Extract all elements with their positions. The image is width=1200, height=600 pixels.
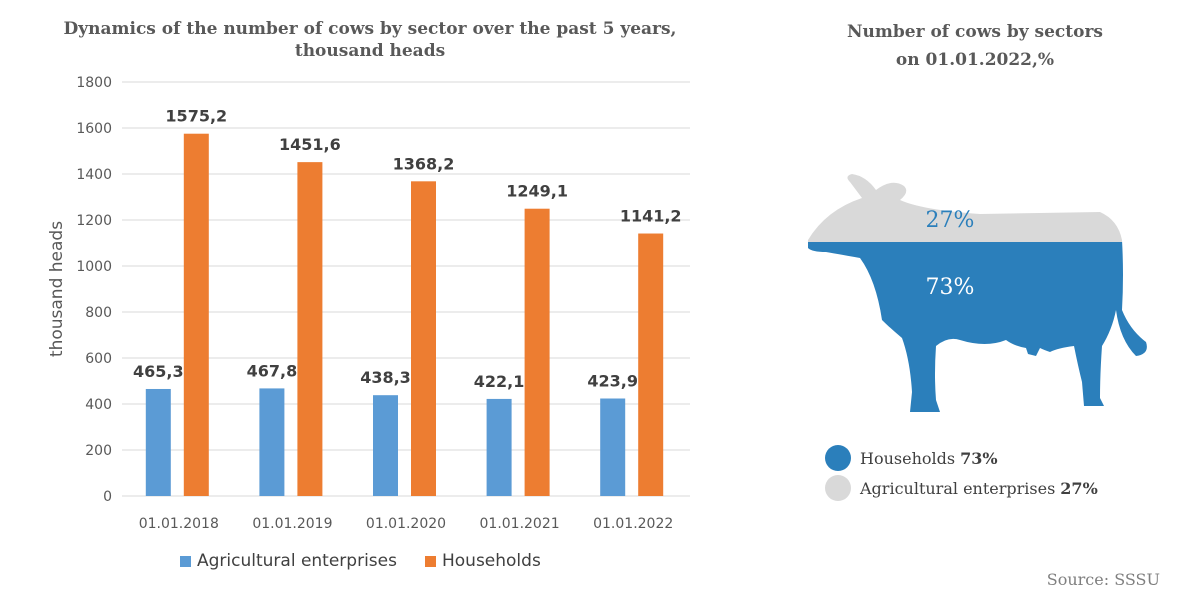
x-tick-label: 01.01.2022 <box>593 516 673 532</box>
legend-swatch-households <box>424 555 436 567</box>
bar-chart-title: Dynamics of the number of cows by sector… <box>40 18 700 62</box>
data-label: 422,1 <box>474 372 525 391</box>
data-label: 423,9 <box>587 372 638 391</box>
cow-legend-item-agricultural: Agricultural enterprises 27% <box>825 473 1098 503</box>
data-label: 465,3 <box>133 362 184 381</box>
source-note: Source: SSSU <box>1046 570 1160 589</box>
data-label: 1451,6 <box>279 135 341 154</box>
cow-legend-item-households: Households 73% <box>825 443 1098 473</box>
data-label: 1368,2 <box>393 154 455 173</box>
y-tick-label: 1400 <box>76 167 112 183</box>
y-tick-label: 0 <box>103 489 112 505</box>
cow-label-agricultural: 27% <box>926 208 975 233</box>
cow-label-households: 73% <box>926 275 975 300</box>
y-tick-label: 1800 <box>76 75 112 91</box>
bar <box>183 133 209 497</box>
y-tick-label: 1000 <box>76 259 112 275</box>
data-label: 1575,2 <box>165 107 227 126</box>
y-tick-label: 800 <box>85 305 112 321</box>
legend-swatch-agricultural <box>180 555 191 567</box>
bar <box>373 395 398 496</box>
bar <box>600 398 626 496</box>
bar-chart-legend: Agricultural enterprises Households <box>180 551 569 571</box>
cow-legend-value-agricultural: 27% <box>1060 478 1098 498</box>
bar <box>297 162 323 496</box>
cow-legend-dot-agricultural <box>825 475 851 501</box>
legend-item-agricultural: Agricultural enterprises <box>180 551 397 571</box>
bar <box>638 233 664 497</box>
cow-fill-households <box>808 242 1147 412</box>
bar <box>145 388 171 496</box>
y-tick-label: 200 <box>85 443 112 459</box>
bar <box>259 388 285 496</box>
legend-label-agricultural: Agricultural enterprises <box>197 551 397 571</box>
data-label: 1249,1 <box>506 182 568 201</box>
x-tick-label: 01.01.2019 <box>252 516 332 532</box>
data-label: 438,3 <box>360 368 411 387</box>
bar <box>411 181 436 496</box>
y-tick-label: 600 <box>85 351 112 367</box>
legend-label-households: Households <box>441 551 541 571</box>
legend-item-households: Households <box>424 551 541 571</box>
bar <box>524 208 550 496</box>
y-tick-label: 1600 <box>76 121 112 137</box>
cow-chart: 27% 73% <box>808 174 1147 412</box>
y-tick-label: 1200 <box>76 213 112 229</box>
x-tick-label: 01.01.2020 <box>366 516 446 532</box>
cow-chart-title-line-1: Number of cows by sectors <box>847 22 1103 42</box>
bar-chart-title-line-1: Dynamics of the number of cows by sector… <box>63 19 677 39</box>
cow-chart-title-line-2: on 01.01.2022,% <box>895 50 1055 70</box>
cow-chart-legend: Households 73% Agricultural enterprises … <box>825 443 1098 503</box>
x-tick-label: 01.01.2021 <box>480 516 560 532</box>
y-axis-label: thousand heads <box>47 221 67 357</box>
y-tick-label: 400 <box>85 397 112 413</box>
data-label: 467,8 <box>247 361 298 380</box>
bar-chart: 0 200 400 600 800 1000 1200 1400 1600 1800 thousan… <box>47 75 690 532</box>
cow-legend-label-agricultural: Agricultural enterprises <box>860 478 1056 498</box>
cow-legend-value-households: 73% <box>960 448 998 468</box>
cow-legend-dot-households <box>825 445 851 471</box>
cow-fill-agricultural <box>808 174 1147 242</box>
bar <box>486 398 512 496</box>
cow-chart-title: Number of cows by sectors on 01.01.2022,… <box>790 18 1160 74</box>
data-label: 1141,2 <box>620 207 682 226</box>
cow-legend-label-households: Households <box>860 448 956 468</box>
bar-chart-title-line-2: thousand heads <box>294 41 446 61</box>
x-tick-label: 01.01.2018 <box>139 516 219 532</box>
